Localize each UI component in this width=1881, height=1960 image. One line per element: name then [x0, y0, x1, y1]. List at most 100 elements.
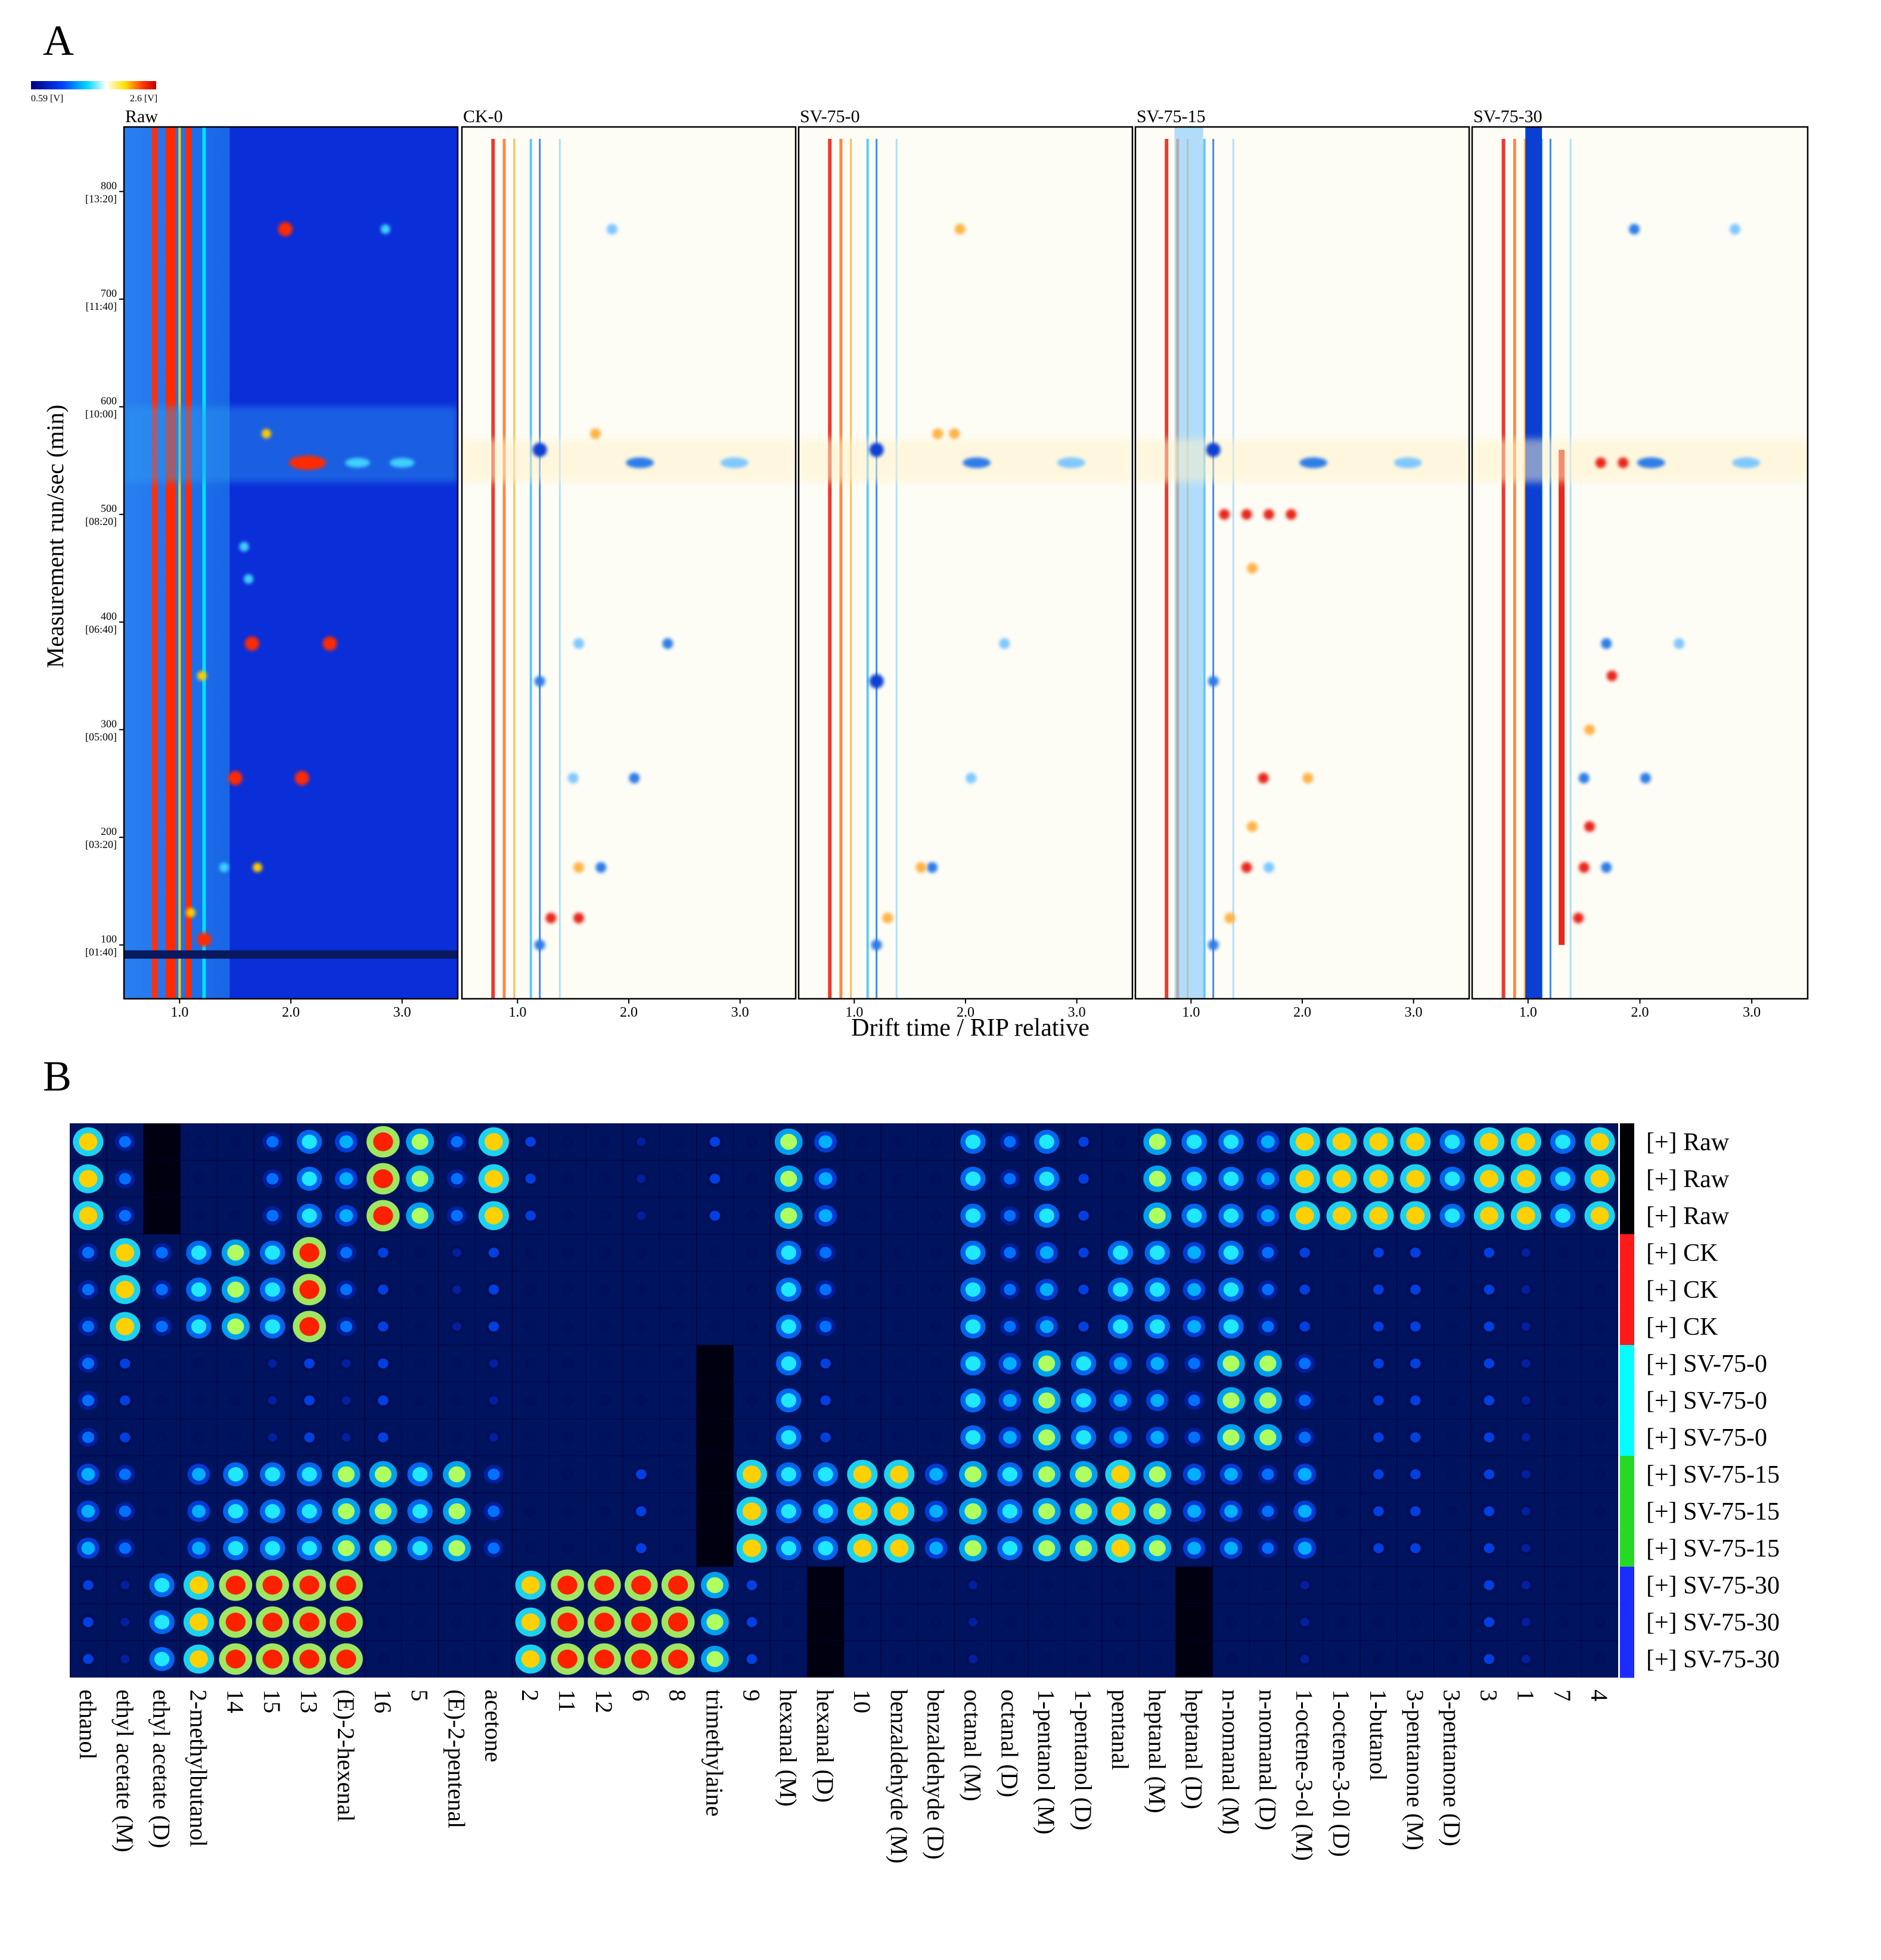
gallery-spot: [1227, 1619, 1235, 1626]
gallery-spot: [488, 1505, 500, 1517]
gallery-spot: [1186, 1208, 1202, 1223]
gallery-spot: [192, 1542, 206, 1555]
gallery-spot: [378, 1321, 389, 1332]
gallery-spot: [1521, 1580, 1531, 1590]
gallery-spot: [1264, 1655, 1272, 1663]
gallery-spot: [1004, 1173, 1016, 1185]
gallery-spot: [1448, 1397, 1456, 1404]
x-axis-label: Drift time / RIP relative: [851, 1014, 1090, 1042]
signal-spot: [389, 458, 415, 468]
row-label: [+] CK: [1646, 1276, 1718, 1304]
gallery-spot: [1559, 1545, 1567, 1552]
gallery-spot: [1411, 1655, 1419, 1663]
gallery-spot: [232, 1212, 240, 1219]
gallery-spot: [1043, 1655, 1051, 1663]
gallery-spot: [674, 1249, 682, 1256]
gallery-spot: [1337, 1471, 1346, 1478]
rip-line: [895, 139, 898, 999]
gallery-spot: [1299, 1394, 1311, 1406]
gallery-spot: [1079, 1655, 1088, 1663]
topo-panel-sv-75-30: SV-75-30 1.0 2.0 3.0: [1471, 107, 1809, 1020]
gallery-spot: [706, 1577, 724, 1594]
gallery-spot: [379, 1619, 387, 1626]
gallery-spot: [119, 1542, 131, 1554]
gallery-spot: [631, 1576, 651, 1595]
gallery-spot: [453, 1655, 461, 1663]
gallery-cell: [807, 1567, 844, 1604]
signal-spot: [545, 912, 557, 924]
gallery-spot: [1596, 1619, 1604, 1626]
column-label: 3-pentanone (M): [1402, 1689, 1429, 1850]
gallery-spot: [527, 1397, 535, 1404]
signal-spot: [322, 636, 337, 651]
gallery-spot: [1596, 1360, 1604, 1367]
gallery-spot: [1079, 1582, 1088, 1589]
gallery-spot: [262, 1576, 283, 1595]
signal-spot: [1732, 457, 1761, 468]
gallery-spot: [1444, 1208, 1460, 1223]
signal-spot: [871, 939, 882, 951]
gallery-cell: [697, 1382, 733, 1419]
gallery-spot: [156, 1321, 168, 1332]
signal-spot: [1057, 457, 1085, 468]
gallery-spot: [228, 1467, 244, 1482]
signal-spot: [261, 428, 271, 439]
gallery-spot: [636, 1469, 647, 1480]
gallery-spot: [711, 1323, 719, 1330]
gallery-spot: [742, 1465, 761, 1483]
column-label: hexanal (M): [775, 1689, 802, 1807]
row-label: [+] Raw: [1646, 1203, 1730, 1230]
gallery-spot: [1262, 1542, 1274, 1554]
column-label: 10: [849, 1689, 876, 1713]
gallery-spot: [378, 1284, 389, 1295]
gallery-spot: [748, 1323, 756, 1330]
gallery-spot: [379, 1582, 387, 1589]
x-tick-label: 3.0: [1405, 1005, 1423, 1020]
gallery-spot: [337, 1540, 355, 1557]
x-tick-label: 2.0: [620, 1005, 638, 1020]
gallery-spot: [748, 1286, 756, 1293]
gallery-spot: [965, 1356, 981, 1371]
gallery-spot: [709, 1210, 721, 1221]
gallery-spot: [525, 1210, 536, 1221]
signal-spot: [1640, 772, 1651, 784]
row-label: [+] CK: [1646, 1313, 1718, 1341]
rip-line: [1525, 127, 1542, 999]
signal-spot: [1264, 509, 1274, 520]
signal-spot: [534, 676, 545, 687]
gallery-spot: [336, 1613, 356, 1632]
signal-spot: [1393, 457, 1422, 468]
gallery-spot: [674, 1323, 682, 1330]
gallery-spot: [895, 1397, 903, 1404]
gallery-spot: [1150, 1245, 1165, 1260]
gallery-spot: [225, 1613, 246, 1632]
gallery-spot: [965, 1430, 981, 1445]
gallery-spot: [1559, 1323, 1567, 1330]
gallery-spot: [378, 1247, 389, 1258]
gallery-spot: [1299, 1284, 1310, 1295]
gallery-spot: [1480, 1170, 1498, 1188]
signal-spot: [186, 908, 195, 918]
x-tick-label: 3.0: [1068, 1005, 1086, 1020]
signal-spot: [607, 223, 617, 235]
gallery-spot: [120, 1395, 131, 1406]
gallery-spot: [1483, 1247, 1495, 1258]
gallery-spot: [342, 1359, 351, 1368]
rip-line: [185, 127, 192, 999]
gallery-spot: [1516, 1170, 1535, 1188]
column-label: octanal (M): [960, 1689, 986, 1801]
gallery-spot: [1590, 1133, 1609, 1151]
signal-spot: [629, 772, 640, 784]
gallery-spot: [563, 1360, 572, 1367]
gallery-spot: [895, 1582, 903, 1589]
gallery-spot: [416, 1249, 424, 1256]
gallery-spot: [299, 1650, 319, 1669]
gallery-spot: [490, 1582, 498, 1589]
signal-spot: [253, 862, 262, 872]
gallery-spot: [1188, 1358, 1200, 1369]
gallery-spot: [81, 1505, 95, 1518]
gallery-spot: [594, 1576, 614, 1595]
row-label: [+] Raw: [1646, 1166, 1730, 1193]
gallery-spot: [265, 1467, 280, 1482]
gallery-spot: [1259, 1355, 1277, 1372]
